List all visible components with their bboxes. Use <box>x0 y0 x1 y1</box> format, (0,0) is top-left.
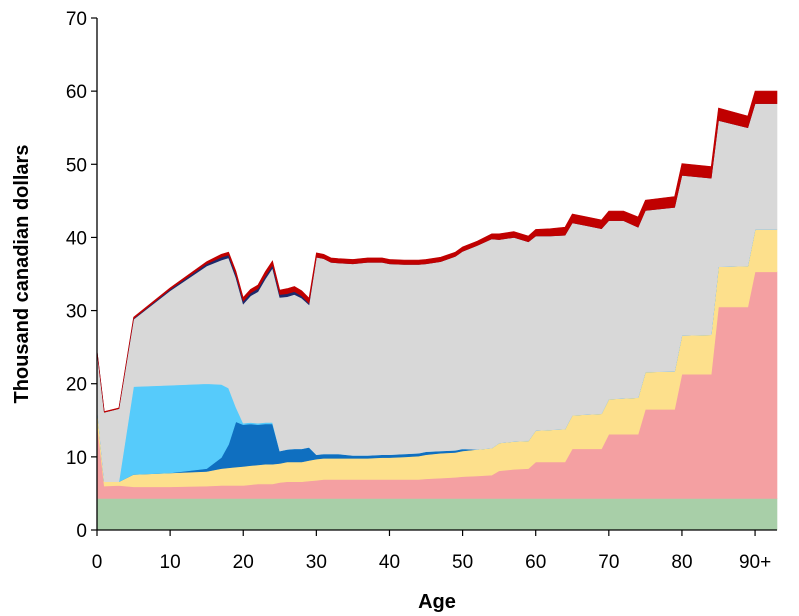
y-tick-label: 20 <box>66 375 87 396</box>
x-axis-title: Age <box>418 591 456 613</box>
x-tick-label: 60 <box>525 552 546 573</box>
x-tick-label: 30 <box>306 552 327 573</box>
ticks-layer: 0 10 20 30 40 50 60 70 0 10 20 30 40 50 60 70 80 90+ <box>66 9 771 573</box>
y-tick-label: 40 <box>66 228 87 249</box>
y-tick-label: 30 <box>66 302 87 323</box>
y-tick-label: 0 <box>76 521 87 542</box>
series-layer <box>96 90 778 531</box>
x-tick-label: 70 <box>598 552 619 573</box>
x-tick-label: 40 <box>379 552 400 573</box>
x-tick-label: 0 <box>92 552 103 573</box>
x-tick-label: 10 <box>160 552 181 573</box>
x-tick-label: 80 <box>671 552 692 573</box>
y-tick-label: 60 <box>66 82 87 103</box>
y-tick-label: 70 <box>66 9 87 30</box>
y-tick-label: 50 <box>66 155 87 176</box>
y-axis-title: Thousand canadian dollars <box>11 145 33 404</box>
x-tick-label: 20 <box>233 552 254 573</box>
series-area-8 <box>96 90 778 413</box>
y-tick-label: 10 <box>66 448 87 469</box>
series-area-1 <box>96 498 778 531</box>
x-tick-label: 90+ <box>739 552 771 573</box>
axes-layer <box>96 18 777 531</box>
x-tick-label: 50 <box>452 552 473 573</box>
